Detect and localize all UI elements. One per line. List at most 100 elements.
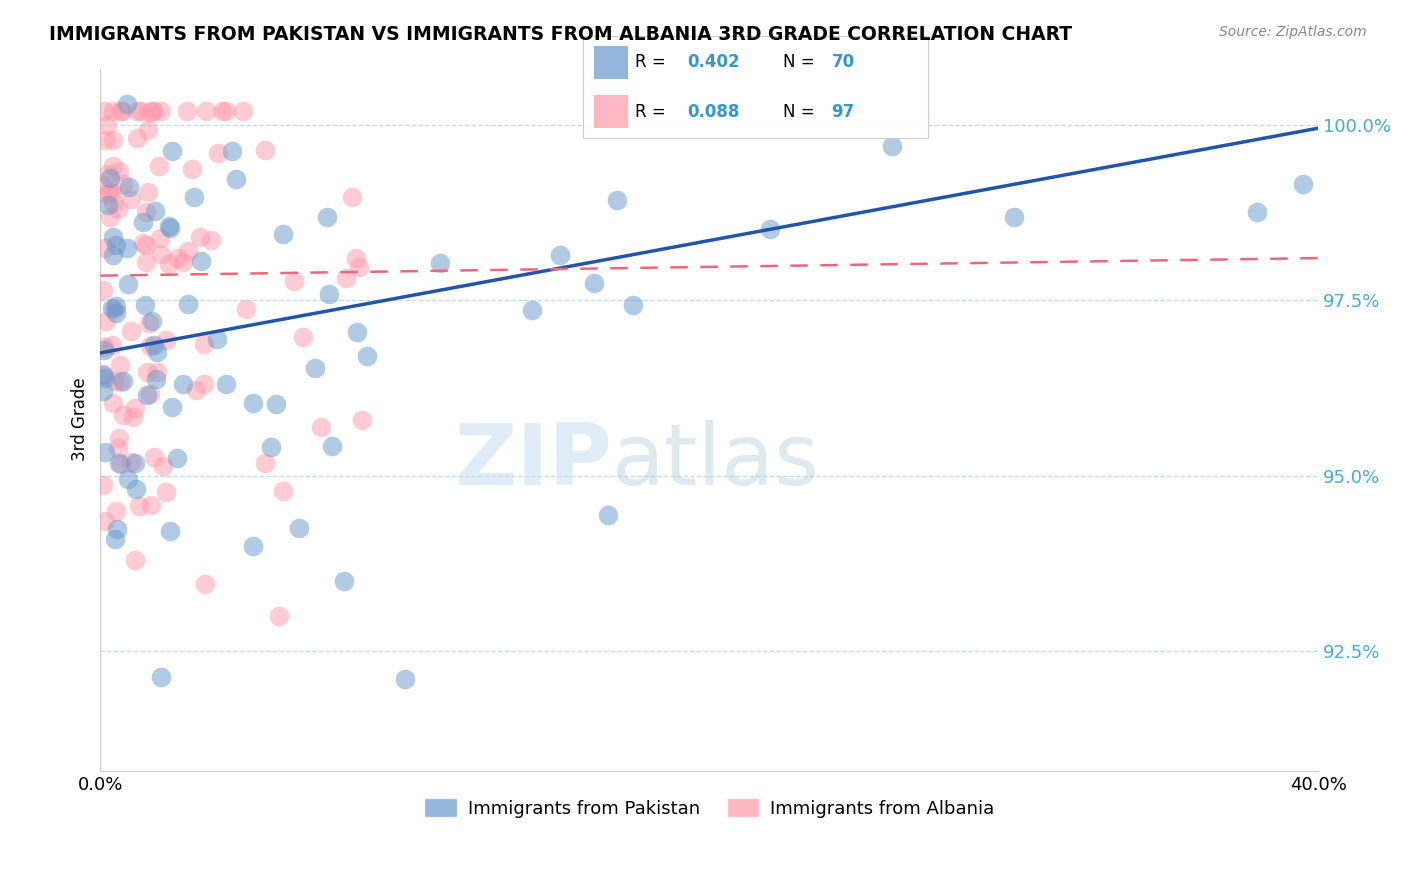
Point: [288, 521, 311, 535]
Text: atlas: atlas: [612, 420, 820, 503]
Point: [103, 301, 125, 316]
Point: [135, 205, 157, 219]
Point: [112, 408, 135, 422]
Point: [108, 358, 131, 372]
Point: [283, 274, 305, 288]
Text: R =: R =: [636, 103, 671, 120]
Point: [105, 522, 128, 536]
Point: [101, 301, 124, 315]
Point: [94, 133, 117, 147]
Point: [159, 220, 181, 235]
Point: [94, 514, 117, 528]
Point: [112, 374, 135, 388]
Point: [132, 235, 155, 250]
Point: [127, 103, 149, 118]
Point: [172, 377, 194, 392]
Point: [347, 260, 370, 274]
Point: [129, 103, 152, 118]
Point: [166, 450, 188, 465]
Point: [101, 338, 124, 352]
Point: [143, 450, 166, 464]
Point: [136, 185, 159, 199]
Point: [94, 314, 117, 328]
Point: [315, 210, 337, 224]
Point: [134, 298, 156, 312]
Point: [93, 103, 115, 118]
Point: [254, 143, 277, 157]
Point: [124, 401, 146, 416]
Point: [93, 283, 115, 297]
Point: [101, 133, 124, 147]
Point: [193, 376, 215, 391]
Point: [125, 482, 148, 496]
Point: [207, 146, 229, 161]
Point: [143, 103, 166, 118]
Point: [97, 187, 120, 202]
Point: [186, 383, 208, 397]
Text: ZIP: ZIP: [454, 420, 612, 503]
Point: [520, 302, 543, 317]
Point: [242, 396, 264, 410]
Point: [93, 343, 115, 357]
Point: [215, 376, 238, 391]
Bar: [593, 95, 628, 128]
Point: [138, 316, 160, 330]
Point: [94, 340, 117, 354]
Point: [271, 484, 294, 499]
Point: [149, 231, 172, 245]
Point: [194, 576, 217, 591]
Point: [111, 103, 134, 118]
Point: [260, 440, 283, 454]
Point: [180, 161, 202, 176]
Point: [194, 103, 217, 118]
Point: [108, 431, 131, 445]
Point: [155, 333, 177, 347]
Point: [1002, 210, 1025, 224]
Point: [93, 368, 115, 382]
Point: [177, 244, 200, 258]
Point: [344, 251, 367, 265]
Point: [264, 397, 287, 411]
Point: [155, 485, 177, 500]
Point: [115, 96, 138, 111]
Point: [333, 574, 356, 588]
Point: [107, 202, 129, 217]
Point: [193, 336, 215, 351]
Point: [135, 237, 157, 252]
Point: [235, 302, 257, 317]
Point: [94, 444, 117, 458]
Point: [98, 210, 121, 224]
Point: [167, 252, 190, 266]
Text: N =: N =: [783, 54, 820, 71]
Point: [97, 167, 120, 181]
Point: [101, 186, 124, 200]
Point: [309, 420, 332, 434]
Point: [157, 219, 180, 233]
Point: [93, 241, 115, 255]
Text: R =: R =: [636, 54, 671, 71]
Point: [122, 409, 145, 424]
Text: Source: ZipAtlas.com: Source: ZipAtlas.com: [1219, 25, 1367, 39]
Point: [160, 401, 183, 415]
Point: [150, 246, 173, 260]
Point: [93, 478, 115, 492]
Point: [225, 171, 247, 186]
Text: 97: 97: [831, 103, 855, 120]
Point: [125, 131, 148, 145]
Point: [141, 103, 163, 118]
Point: [104, 305, 127, 319]
Point: [135, 388, 157, 402]
Point: [107, 442, 129, 456]
Point: [98, 170, 121, 185]
Point: [101, 103, 124, 118]
Y-axis label: 3rd Grade: 3rd Grade: [72, 378, 89, 461]
Point: [108, 164, 131, 178]
Point: [135, 254, 157, 268]
Point: [138, 105, 160, 120]
Point: [104, 299, 127, 313]
Point: [356, 349, 378, 363]
Point: [117, 277, 139, 292]
Point: [98, 186, 121, 200]
Point: [291, 330, 314, 344]
Point: [177, 297, 200, 311]
